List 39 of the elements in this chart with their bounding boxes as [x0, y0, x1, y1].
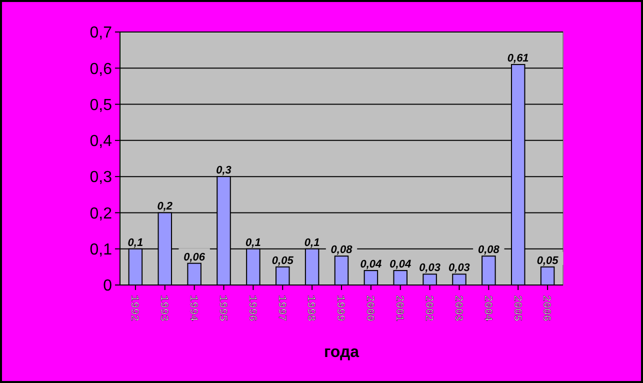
- data-label: 0,05: [536, 254, 560, 267]
- data-label: 0,3: [216, 164, 232, 177]
- x-tick-label: 2002: [422, 295, 434, 322]
- data-label: 0,03: [448, 262, 470, 274]
- y-tick-label: 0,4: [90, 133, 112, 150]
- y-tick-label: 0,5: [90, 96, 112, 114]
- x-tick-label: 2001: [392, 295, 405, 322]
- data-label: 0,2: [157, 200, 173, 213]
- y-tick-label: 0: [103, 278, 112, 295]
- y-tick-label: 0,2: [90, 205, 112, 222]
- y-tick-label: 0,6: [90, 60, 112, 78]
- x-tick-label: 1993: [157, 295, 170, 322]
- y-tick-label: 0,3: [90, 169, 112, 186]
- x-tick-label: 1995: [216, 295, 228, 322]
- x-tick-label: 2006: [540, 295, 552, 322]
- data-label: 0,04: [390, 258, 412, 271]
- data-label: 0,05: [272, 254, 294, 267]
- data-label: 0,08: [478, 244, 500, 256]
- data-label: 0,08: [330, 244, 354, 256]
- x-tick-label: 2003: [451, 295, 464, 322]
- x-tick-label: 2005: [510, 295, 522, 322]
- data-label: 0,04: [360, 258, 382, 271]
- data-label: 0,61: [507, 52, 529, 65]
- x-tick-label: 2004: [480, 295, 493, 322]
- x-tick-label: 1992: [128, 295, 140, 322]
- x-tick-label: 1994: [186, 295, 198, 322]
- x-tick-label: 1996: [245, 295, 258, 322]
- y-tick-label: 0,7: [90, 24, 112, 42]
- data-label: 0,1: [128, 236, 144, 249]
- data-label: 0,03: [419, 262, 441, 274]
- data-label: 0,1: [246, 236, 261, 249]
- x-tick-label: 2000: [363, 295, 376, 322]
- data-label: 0,06: [184, 251, 206, 264]
- x-tick-label: 1998: [304, 295, 316, 322]
- y-tick-label: 0,1: [90, 241, 112, 258]
- x-axis-title: года: [324, 344, 360, 361]
- x-tick-label: 1997: [274, 295, 287, 322]
- x-tick-label: 1999: [334, 295, 346, 322]
- data-label: 0,1: [304, 236, 320, 249]
